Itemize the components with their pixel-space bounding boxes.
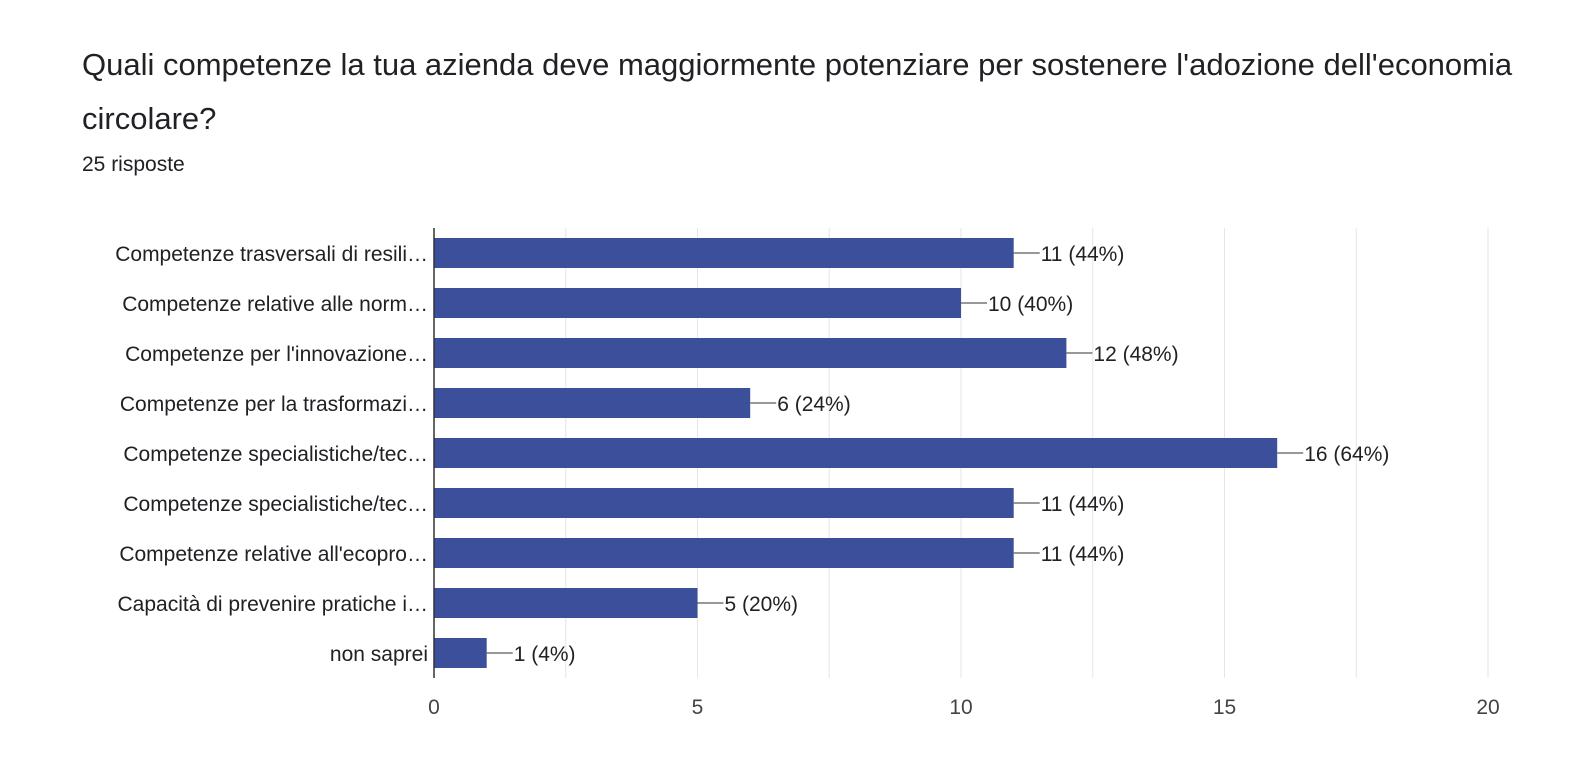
category-label: Competenze per la trasformazi… (120, 393, 428, 416)
bar-layer (434, 238, 1278, 668)
category-label: Competenze relative alle norm… (122, 293, 428, 316)
x-tick-label: 15 (1213, 696, 1236, 719)
bar[interactable] (434, 538, 1014, 568)
x-tick-label: 20 (1476, 696, 1499, 719)
category-label: Competenze per l'innovazione… (125, 343, 428, 366)
label-layer: 11 (44%) Competenze trasversali di resili… (115, 243, 1389, 666)
x-tick-label: 0 (428, 696, 440, 719)
category-label: Competenze specialistiche/tec… (123, 493, 428, 516)
value-label: 11 (44%) (1041, 543, 1125, 566)
bar[interactable] (434, 588, 698, 618)
bar[interactable] (434, 488, 1014, 518)
x-tick-label: 10 (949, 696, 972, 719)
value-label: 10 (40%) (988, 293, 1073, 316)
bar[interactable] (434, 438, 1278, 468)
x-tick-label: 5 (692, 696, 704, 719)
bar[interactable] (434, 638, 487, 668)
value-label: 11 (44%) (1041, 493, 1125, 516)
category-label: Capacità di prevenire pratiche i… (118, 593, 429, 616)
value-label: 12 (48%) (1093, 343, 1178, 366)
bar[interactable] (434, 338, 1067, 368)
category-label: Competenze specialistiche/tec… (123, 443, 428, 466)
question-title: Quali competenze la tua azienda deve mag… (82, 47, 1513, 136)
value-label: 1 (4%) (514, 643, 576, 666)
response-count: 25 risposte (82, 153, 185, 176)
axis-layer: 0 5 10 15 20 (428, 228, 1500, 719)
bar[interactable] (434, 288, 961, 318)
value-label: 6 (24%) (777, 393, 851, 416)
category-label: Competenze trasversali di resili… (115, 243, 428, 266)
category-label: Competenze relative all'ecopro… (119, 543, 428, 566)
value-label: 16 (64%) (1304, 443, 1389, 466)
category-label: non saprei (330, 643, 428, 666)
bar[interactable] (434, 388, 751, 418)
value-label: 11 (44%) (1041, 243, 1125, 266)
bar[interactable] (434, 238, 1014, 268)
value-label: 5 (20%) (725, 593, 799, 616)
